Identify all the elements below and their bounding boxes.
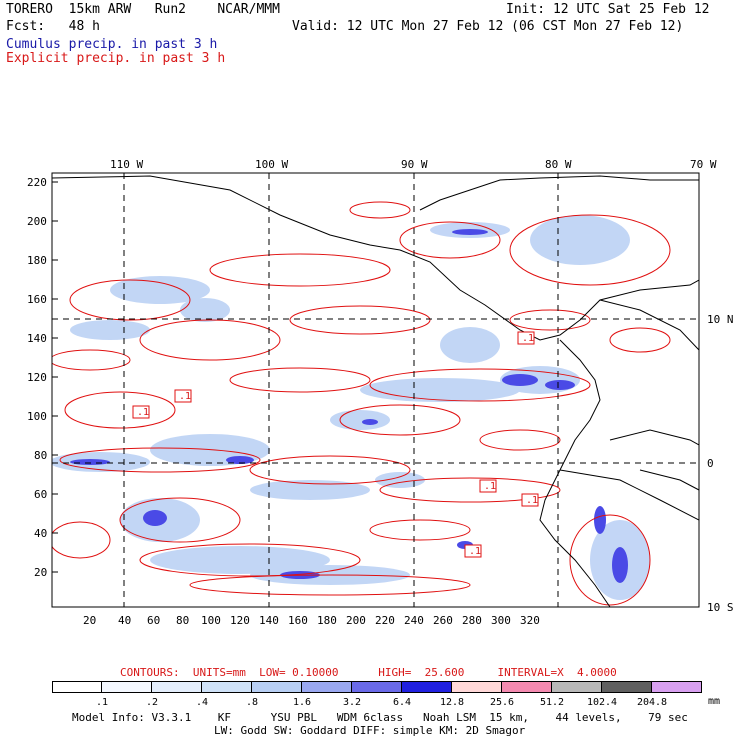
x-tick-label: 120 (230, 614, 250, 627)
colorbar-label: 51.2 (539, 697, 565, 708)
colorbar-cell (52, 681, 102, 693)
colorbar-label: 3.2 (342, 697, 362, 708)
x-tick-label: 100 (201, 614, 221, 627)
x-tick-label: 20 (83, 614, 97, 627)
x-tick-label: 240 (404, 614, 424, 627)
header-forecast-hour: Fcst: 48 h (6, 19, 100, 34)
contour-box-label: .1 (137, 407, 150, 418)
colorbar-label: 12.8 (439, 697, 465, 708)
model-info-line1: Model Info: V3.3.1 KF YSU PBL WDM 6class… (72, 711, 688, 724)
colorbar-label: 6.4 (392, 697, 412, 708)
x-tick-label: 260 (433, 614, 453, 627)
contour-info: CONTOURS: UNITS=mm LOW= 0.10000 HIGH= 25… (120, 666, 617, 679)
header-line1-left: TORERO 15km ARW Run2 NCAR/MMM (6, 2, 280, 17)
contour-box-label: .1 (484, 481, 497, 492)
y-tick-label: 20 (34, 566, 48, 579)
colorbar-label: .2 (145, 697, 159, 708)
colorbar-frame (52, 681, 702, 693)
colorbar-label: .1 (95, 697, 109, 708)
colorbar-cell (602, 681, 652, 693)
lon-label: 80 W (545, 158, 572, 171)
colorbar-label: 25.6 (489, 697, 515, 708)
contour-box-label: .1 (179, 391, 192, 402)
colorbar-cell (452, 681, 502, 693)
colorbar-label: 1.6 (292, 697, 312, 708)
contour-box-label: .1 (469, 546, 482, 557)
y-tick-label: 160 (27, 293, 47, 306)
x-tick-label: 200 (346, 614, 366, 627)
lon-label: 110 W (110, 158, 144, 171)
legend-explicit: Explicit precip. in past 3 h (6, 51, 226, 66)
y-tick-label: 200 (27, 215, 47, 228)
x-tick-label: 80 (176, 614, 190, 627)
explicit-precip-contours (52, 201, 671, 606)
colorbar-cell (102, 681, 152, 693)
colorbar-cell (402, 681, 452, 693)
x-tick-label: 220 (375, 614, 395, 627)
colorbar-unit: mm (708, 696, 721, 707)
legend-cumulus: Cumulus precip. in past 3 h (6, 37, 218, 52)
colorbar-label: 204.8 (636, 697, 668, 708)
x-tick-label: 300 (491, 614, 511, 627)
y-tick-label: 60 (34, 488, 48, 501)
axis-ticks (52, 181, 58, 573)
contour-box-label: .1 (522, 333, 535, 344)
colorbar-label: .8 (245, 697, 259, 708)
y-tick-label: 140 (27, 332, 47, 345)
lat-lon-grid (52, 173, 699, 607)
y-tick-label: 40 (34, 527, 48, 540)
lat-label: 10 S (707, 601, 734, 614)
coastlines (52, 175, 699, 607)
x-tick-label: 320 (520, 614, 540, 627)
colorbar-cell (202, 681, 252, 693)
contour-label-boxes (132, 331, 539, 558)
x-tick-label: 180 (317, 614, 337, 627)
lat-label: 10 N (707, 313, 734, 326)
x-tick-label: 280 (462, 614, 482, 627)
x-tick-label: 60 (147, 614, 161, 627)
header-valid-time: Valid: 12 UTC Mon 27 Feb 12 (06 CST Mon … (292, 19, 684, 34)
x-tick-label: 140 (259, 614, 279, 627)
lat-label: 0 (707, 457, 714, 470)
model-info-line2: LW: Godd SW: Goddard DIFF: simple KM: 2D… (214, 724, 526, 737)
contour-box-label: .1 (526, 495, 539, 506)
colorbar-cell (152, 681, 202, 693)
colorbar-cell (302, 681, 352, 693)
lon-label: 90 W (401, 158, 428, 171)
colorbar-cell (552, 681, 602, 693)
colorbar-cell (252, 681, 302, 693)
y-tick-label: 220 (27, 176, 47, 189)
y-tick-label: 120 (27, 371, 47, 384)
colorbar-cell (502, 681, 552, 693)
y-tick-label: 100 (27, 410, 47, 423)
x-tick-label: 40 (118, 614, 132, 627)
lon-label: 70 W (690, 158, 717, 171)
colorbar-label: .4 (195, 697, 209, 708)
header-init-time: Init: 12 UTC Sat 25 Feb 12 (506, 2, 710, 17)
colorbar-label: 102.4 (586, 697, 618, 708)
y-tick-label: 180 (27, 254, 47, 267)
lon-label: 100 W (255, 158, 289, 171)
y-tick-label: 80 (34, 449, 48, 462)
colorbar-cell (352, 681, 402, 693)
x-tick-label: 160 (288, 614, 308, 627)
